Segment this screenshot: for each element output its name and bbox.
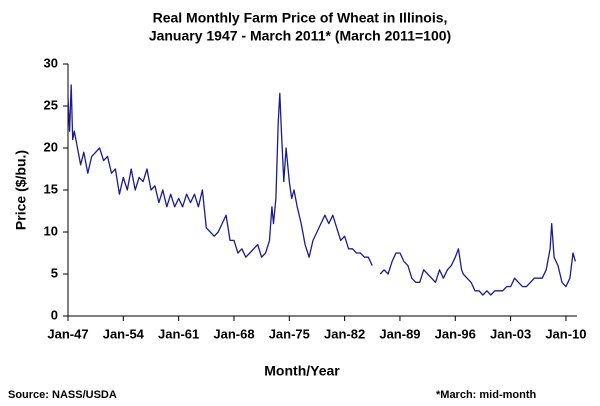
chart-title: Real Monthly Farm Price of Wheat in Illi… bbox=[153, 10, 448, 26]
chart-title: January 1947 - March 2011* (March 2011=1… bbox=[149, 28, 451, 44]
source-note: Source: NASS/USDA bbox=[8, 389, 117, 401]
x-tick-label: Jan-10 bbox=[545, 326, 586, 341]
x-tick-label: Jan-96 bbox=[435, 326, 476, 341]
x-tick-label: Jan-03 bbox=[490, 326, 531, 341]
y-tick-label: 25 bbox=[44, 97, 58, 112]
x-tick-label: Jan-75 bbox=[269, 326, 310, 341]
footnote: *March: mid-month bbox=[436, 389, 537, 401]
y-tick-label: 20 bbox=[44, 139, 58, 154]
x-tick-label: Jan-54 bbox=[103, 326, 145, 341]
x-tick-label: Jan-68 bbox=[213, 326, 254, 341]
x-tick-label: Jan-82 bbox=[324, 326, 365, 341]
x-tick-label: Jan-61 bbox=[158, 326, 199, 341]
y-tick-label: 5 bbox=[51, 265, 58, 280]
y-axis-title: Price ($/bu.) bbox=[13, 150, 29, 230]
y-tick-label: 30 bbox=[44, 55, 58, 70]
y-tick-label: 0 bbox=[51, 307, 58, 322]
price-line bbox=[67, 84, 577, 296]
x-tick-label: Jan-47 bbox=[47, 326, 88, 341]
x-tick-label: Jan-89 bbox=[379, 326, 420, 341]
y-tick-label: 15 bbox=[44, 181, 58, 196]
x-axis-title: Month/Year bbox=[264, 363, 340, 379]
y-tick-label: 10 bbox=[44, 223, 58, 238]
